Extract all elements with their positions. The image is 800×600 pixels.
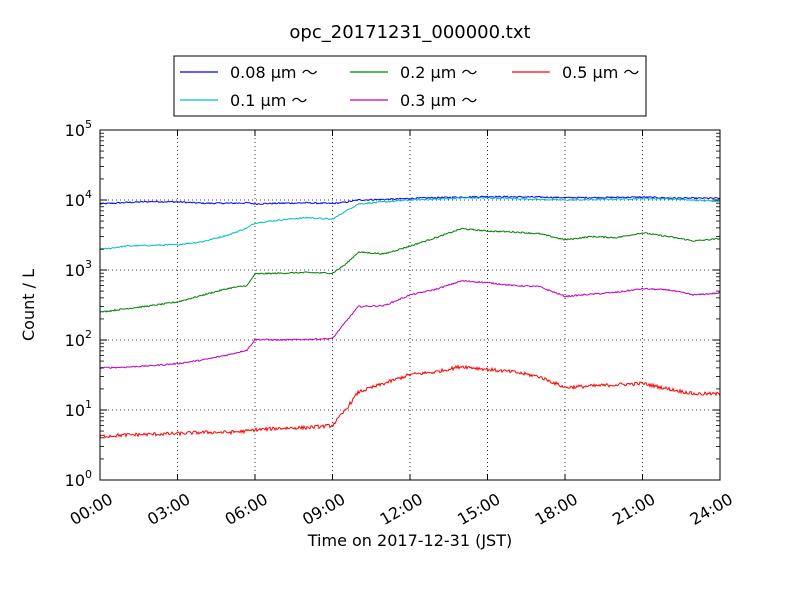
series-line — [99, 227, 721, 314]
y-axis-label: Count / L — [19, 269, 38, 341]
legend-entry: 0.2 μm ～ — [400, 63, 477, 82]
series-line — [99, 364, 721, 439]
grid-lines — [100, 130, 720, 480]
y-tick-label: 105 — [65, 118, 92, 140]
legend-box — [173, 55, 647, 117]
legend: 0.08 μm ～ 0.1 μm ～ 0.2 μm ～ 0.3 μm ～ 0.5 μm … — [173, 55, 647, 117]
series-line — [99, 195, 721, 206]
chart-title: opc_20171231_000000.txt — [289, 22, 530, 43]
legend-entry: 0.3 μm ～ — [400, 91, 477, 110]
y-tick-label: 101 — [65, 398, 92, 420]
series-group — [99, 195, 721, 439]
y-tick-label: 103 — [65, 258, 92, 280]
y-tick-label: 102 — [65, 328, 92, 350]
x-axis-label: Time on 2017-12-31 (JST) — [307, 531, 512, 550]
legend-entry: 0.5 μm ～ — [562, 63, 639, 82]
series-line — [99, 279, 721, 370]
y-tick-label: 100 — [65, 468, 92, 490]
series-line — [99, 196, 721, 251]
y-tick-label: 104 — [65, 188, 92, 210]
legend-entry: 0.08 μm ～ — [230, 63, 318, 82]
legend-entry: 0.1 μm ～ — [230, 91, 307, 110]
y-axis: 100 101 102 103 104 105 — [65, 118, 720, 490]
